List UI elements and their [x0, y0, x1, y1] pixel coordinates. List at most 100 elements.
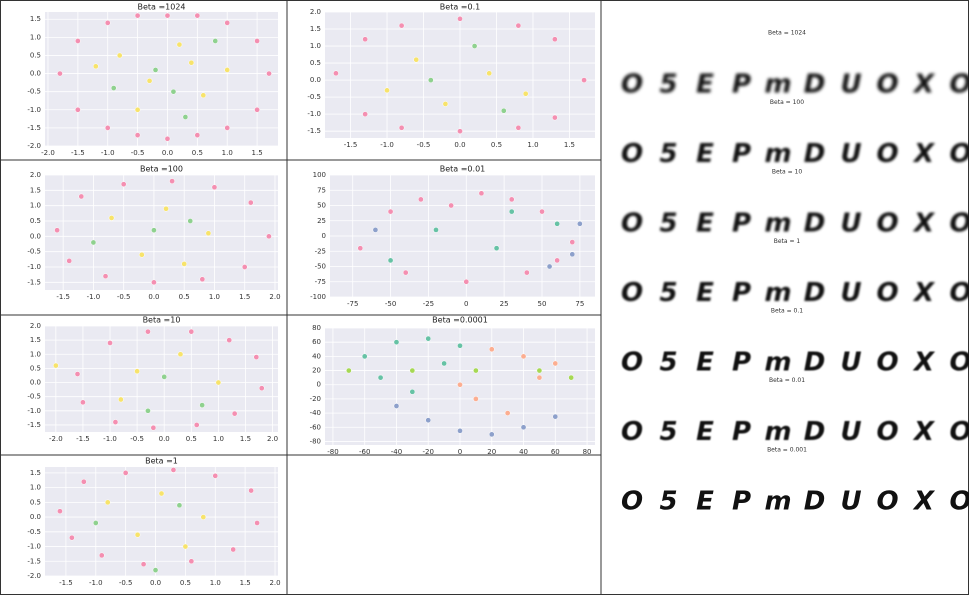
point [516, 23, 521, 28]
y-tick-label: -1.5 [27, 278, 41, 286]
point [151, 228, 156, 233]
x-tick-label: 40 [519, 448, 528, 456]
y-tick-label: 1.5 [30, 469, 41, 477]
glyph: 5 [659, 139, 677, 169]
point [189, 329, 194, 334]
panel-title: Beta =0.1 [440, 3, 480, 12]
point [201, 514, 206, 519]
y-tick-label: 2.0 [30, 322, 41, 330]
y-tick-label: -1.0 [27, 263, 41, 271]
y-tick-label: 25 [317, 217, 326, 225]
x-tick-label: 0.0 [454, 141, 465, 149]
point [163, 206, 168, 211]
y-tick-label: -1.5 [307, 127, 321, 135]
point [433, 227, 438, 232]
point [75, 38, 80, 43]
x-tick-label: -1.0 [89, 579, 103, 587]
point [479, 191, 484, 196]
point [418, 197, 423, 202]
glyph: 5 [659, 487, 677, 517]
x-tick-label: 0.0 [150, 579, 161, 587]
point [254, 107, 259, 112]
point [194, 422, 199, 427]
y-tick-label: -1.0 [27, 543, 41, 551]
x-tick-label: 1.0 [222, 149, 233, 157]
point [489, 432, 494, 437]
point [426, 418, 431, 423]
x-tick-label: 1.5 [239, 293, 250, 301]
glyph: E [696, 487, 714, 517]
point [501, 108, 506, 113]
point [443, 101, 448, 106]
glyph: m [764, 209, 791, 239]
point [388, 209, 393, 214]
point [105, 500, 110, 505]
x-tick-label: 0 [464, 300, 468, 308]
x-tick-label: 0.0 [159, 435, 170, 443]
point [570, 240, 575, 245]
point [113, 420, 118, 425]
point [178, 352, 183, 357]
point [55, 228, 60, 233]
y-tick-label: -25 [315, 247, 326, 255]
glyph: m [764, 278, 791, 308]
point [569, 375, 574, 380]
point [123, 470, 128, 475]
panel-title: Beta =100 [140, 165, 183, 174]
y-tick-label: 1.5 [30, 186, 41, 194]
glyph: P [732, 139, 751, 169]
point [414, 57, 419, 62]
glyph: O [621, 278, 643, 308]
point [362, 354, 367, 359]
glyph: D [804, 209, 826, 239]
point [242, 264, 247, 269]
point [516, 125, 521, 130]
point [165, 13, 170, 18]
point [81, 479, 86, 484]
y-tick-label: 2.0 [30, 171, 41, 179]
point [399, 125, 404, 130]
glyph: O [949, 487, 969, 517]
y-tick-label: 1.0 [30, 33, 41, 41]
glyph: O [876, 70, 898, 100]
point [394, 340, 399, 345]
point [394, 403, 399, 408]
point [403, 270, 408, 275]
glyph: P [732, 417, 751, 447]
y-tick-label: 0.5 [30, 51, 41, 59]
point [254, 354, 259, 359]
x-tick-label: 1.0 [527, 141, 538, 149]
point [57, 509, 62, 514]
glyph: m [764, 70, 791, 100]
point [159, 491, 164, 496]
x-tick-label: 0.5 [179, 293, 190, 301]
point [473, 396, 478, 401]
glyph: X [912, 278, 936, 308]
point [200, 403, 205, 408]
x-tick-label: 80 [583, 448, 592, 456]
x-tick-label: -1.5 [59, 579, 73, 587]
glyph: X [912, 487, 936, 517]
y-tick-label: 1.0 [30, 484, 41, 492]
point [581, 78, 586, 83]
x-tick-label: -1.5 [344, 141, 358, 149]
x-tick-label: 0 [458, 448, 462, 456]
point [153, 67, 158, 72]
glyph: O [949, 348, 969, 378]
point [254, 38, 259, 43]
point [135, 532, 140, 537]
point [201, 93, 206, 98]
point [145, 329, 150, 334]
panel-title: Beta =10 [143, 316, 181, 325]
point [457, 16, 462, 21]
point [189, 559, 194, 564]
y-tick-label: 0.0 [30, 379, 41, 387]
y-tick-label: -100 [310, 293, 326, 301]
y-tick-label: 0.5 [310, 59, 321, 67]
panel-title: Beta =0.01 [440, 165, 486, 174]
glyph: U [840, 209, 861, 239]
glyph: U [840, 487, 861, 517]
plot-area [45, 326, 278, 432]
glyph: m [764, 348, 791, 378]
glyph: 5 [659, 278, 677, 308]
